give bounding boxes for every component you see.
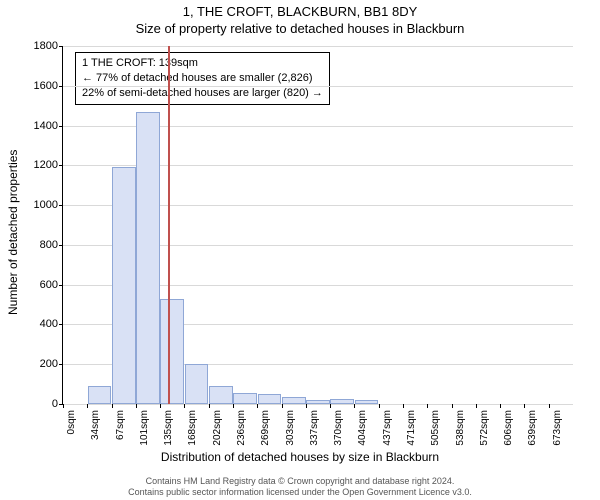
xtick-label: 135sqm: [163, 410, 174, 460]
xtick-mark: [354, 404, 355, 408]
xtick-label: 505sqm: [430, 410, 441, 460]
histogram-bar: [282, 397, 306, 404]
ytick-mark: [59, 86, 63, 87]
ytick-label: 0: [18, 398, 58, 410]
ytick-label: 600: [18, 279, 58, 291]
gridline: [63, 46, 573, 47]
xtick-mark: [63, 404, 64, 408]
ytick-label: 1600: [18, 80, 58, 92]
xtick-mark: [184, 404, 185, 408]
xtick-mark: [476, 404, 477, 408]
xtick-label: 34sqm: [90, 410, 101, 460]
ytick-mark: [59, 324, 63, 325]
property-marker-line: [168, 46, 170, 404]
xtick-mark: [452, 404, 453, 408]
xtick-label: 269sqm: [260, 410, 271, 460]
annotation-box: 1 THE CROFT: 139sqm ← 77% of detached ho…: [75, 52, 330, 105]
xtick-label: 673sqm: [552, 410, 563, 460]
xtick-label: 168sqm: [187, 410, 198, 460]
chart-title-line2: Size of property relative to detached ho…: [0, 19, 600, 36]
footer-line1: Contains HM Land Registry data © Crown c…: [0, 476, 600, 487]
ytick-label: 1000: [18, 199, 58, 211]
histogram-bar: [258, 394, 282, 404]
ytick-mark: [59, 205, 63, 206]
footer-line2: Contains public sector information licen…: [0, 487, 600, 498]
histogram-bar: [112, 167, 136, 404]
footer-attribution: Contains HM Land Registry data © Crown c…: [0, 476, 600, 498]
xtick-label: 236sqm: [236, 410, 247, 460]
ytick-mark: [59, 126, 63, 127]
histogram-bar: [88, 386, 112, 404]
xtick-label: 202sqm: [212, 410, 223, 460]
xtick-mark: [403, 404, 404, 408]
histogram-bar: [330, 399, 354, 404]
xtick-label: 437sqm: [382, 410, 393, 460]
histogram-bar: [136, 112, 160, 404]
xtick-mark: [136, 404, 137, 408]
xtick-label: 606sqm: [503, 410, 514, 460]
histogram-bar: [185, 364, 209, 404]
xtick-label: 337sqm: [309, 410, 320, 460]
xtick-mark: [160, 404, 161, 408]
xtick-label: 404sqm: [357, 410, 368, 460]
xtick-mark: [87, 404, 88, 408]
xtick-mark: [379, 404, 380, 408]
plot-area: 1 THE CROFT: 139sqm ← 77% of detached ho…: [62, 46, 573, 405]
xtick-label: 370sqm: [333, 410, 344, 460]
xtick-mark: [282, 404, 283, 408]
xtick-mark: [524, 404, 525, 408]
xtick-mark: [500, 404, 501, 408]
ytick-label: 400: [18, 318, 58, 330]
ytick-label: 200: [18, 358, 58, 370]
xtick-mark: [112, 404, 113, 408]
xtick-label: 572sqm: [479, 410, 490, 460]
xtick-mark: [233, 404, 234, 408]
xtick-label: 471sqm: [406, 410, 417, 460]
histogram-bar: [233, 393, 257, 404]
ytick-mark: [59, 245, 63, 246]
gridline: [63, 86, 573, 87]
xtick-label: 303sqm: [285, 410, 296, 460]
xtick-mark: [257, 404, 258, 408]
ytick-label: 1400: [18, 120, 58, 132]
histogram-bar: [355, 400, 379, 404]
ytick-label: 1800: [18, 40, 58, 52]
xtick-mark: [330, 404, 331, 408]
histogram-bar: [306, 400, 330, 404]
ytick-label: 800: [18, 239, 58, 251]
xtick-label: 0sqm: [66, 410, 77, 460]
xtick-label: 67sqm: [115, 410, 126, 460]
annotation-line2: ← 77% of detached houses are smaller (2,…: [82, 71, 323, 86]
histogram-bar: [160, 299, 184, 404]
chart-container: 1, THE CROFT, BLACKBURN, BB1 8DY Size of…: [0, 0, 600, 500]
xtick-label: 538sqm: [455, 410, 466, 460]
ytick-mark: [59, 46, 63, 47]
histogram-bar: [209, 386, 233, 404]
chart-title-line1: 1, THE CROFT, BLACKBURN, BB1 8DY: [0, 0, 600, 19]
xtick-label: 101sqm: [139, 410, 150, 460]
xtick-mark: [306, 404, 307, 408]
ytick-mark: [59, 285, 63, 286]
gridline: [63, 404, 573, 405]
annotation-line1: 1 THE CROFT: 139sqm: [82, 56, 323, 71]
xtick-label: 639sqm: [527, 410, 538, 460]
xtick-mark: [549, 404, 550, 408]
ytick-mark: [59, 165, 63, 166]
ytick-mark: [59, 364, 63, 365]
ytick-label: 1200: [18, 159, 58, 171]
xtick-mark: [427, 404, 428, 408]
annotation-line3: 22% of semi-detached houses are larger (…: [82, 86, 323, 101]
xtick-mark: [209, 404, 210, 408]
